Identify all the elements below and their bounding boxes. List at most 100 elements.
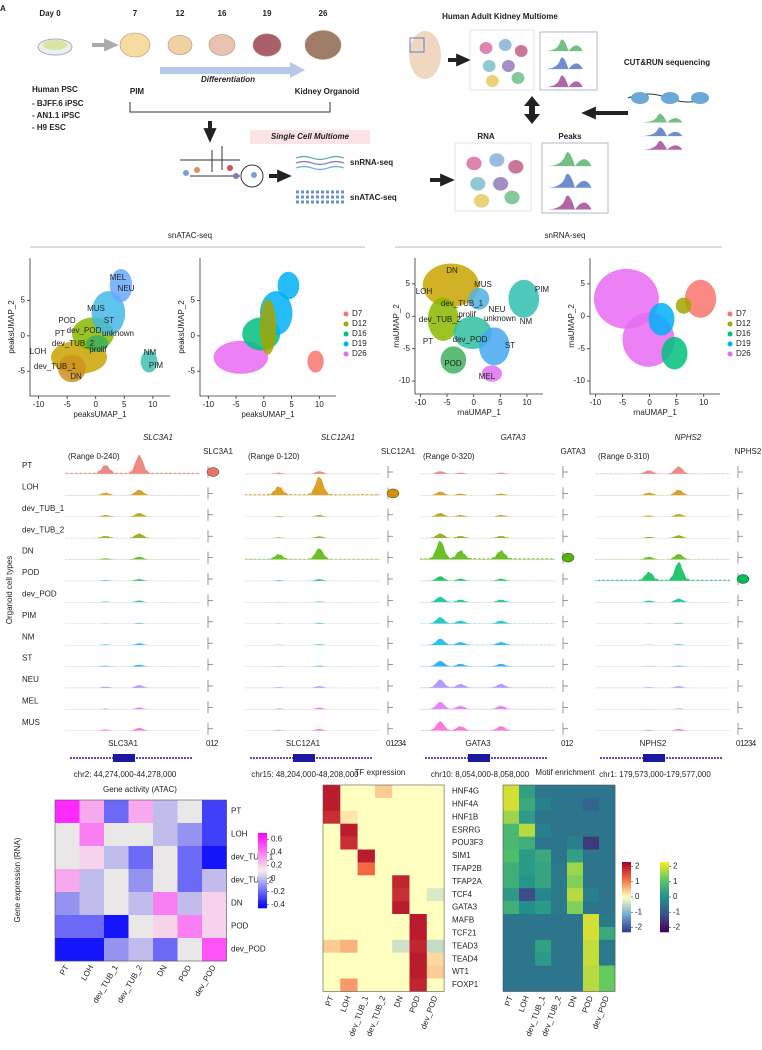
heatmap-cell [409, 939, 428, 953]
cell-type-label: dev_POD [22, 590, 57, 599]
gene-model-label: GATA3 [465, 739, 491, 748]
panel-label: A [0, 4, 6, 13]
coordinates: chr1: 179,573,000-179,577,000 [599, 770, 711, 779]
mini-peak [640, 141, 694, 150]
colorbar-swatch [660, 893, 669, 896]
colorbar-swatch [258, 894, 267, 898]
coverage-track [245, 471, 380, 474]
colorbar-swatch [622, 902, 631, 905]
heatmap-cell [323, 939, 341, 953]
colorbar-swatch [660, 926, 669, 929]
heatmap-cell [104, 846, 129, 870]
heatmap-cell [104, 892, 129, 916]
coverage-track [245, 686, 380, 688]
cluster-label: PT [55, 329, 65, 338]
cluster-label: NM [144, 348, 157, 357]
heatmap-cell [340, 952, 358, 966]
heatmap-cell [535, 785, 552, 799]
umap-cluster [684, 279, 717, 318]
mini-umap-cluster [508, 160, 524, 174]
heatmap-cell [426, 785, 445, 799]
column-label: LOH [339, 995, 353, 1014]
cluster-label: unknown [102, 329, 134, 338]
colorbar-label: -1 [635, 907, 643, 916]
heatmap-cell [551, 823, 568, 837]
heatmap-cell [519, 849, 536, 863]
colorbar-label: -0.2 [271, 887, 285, 896]
heatmap-cell [535, 862, 552, 876]
heatmap-cell [374, 797, 393, 812]
heatmap-cell [374, 888, 393, 902]
mini-umap-cluster [493, 177, 509, 191]
legend-swatch [727, 311, 733, 317]
row-label: dev_TUB_1 [231, 853, 274, 862]
coverage-track [420, 576, 555, 581]
heatmap-cell [202, 938, 227, 962]
colorbar-swatch [622, 870, 631, 873]
x-tick-label: 0 [647, 398, 652, 407]
heatmap-cell [551, 888, 568, 902]
colorbar-swatch [258, 855, 267, 858]
heatmap-cell [503, 926, 520, 941]
colorbar-label: 0.6 [271, 835, 283, 844]
colorbar-swatch [622, 916, 631, 919]
heatmap-cell [340, 901, 358, 915]
heatmap-cell [323, 978, 341, 992]
heatmap-cell [177, 869, 203, 893]
colorbar-swatch [660, 865, 669, 868]
heatmap-cell [599, 849, 616, 863]
heatmap-cell [519, 952, 536, 966]
cell-type-label: NEU [22, 675, 39, 684]
column-label: DN [566, 995, 578, 1009]
coverage-track [65, 600, 200, 603]
colorbar-swatch [258, 833, 267, 836]
gene-model-exon [113, 754, 135, 762]
violin-tick-labels: 01234 [386, 739, 407, 748]
heatmap-cell [323, 849, 341, 863]
nucleosome [631, 92, 649, 104]
x-axis-label: peaksUMAP_1 [73, 410, 127, 419]
legend-label: D7 [352, 309, 363, 318]
heatmap-cell [104, 869, 129, 893]
day-label: 12 [176, 9, 185, 18]
colorbar-swatch [622, 886, 631, 889]
legend-swatch [727, 321, 733, 327]
coverage-track [65, 685, 200, 688]
heatmap-cell [392, 797, 410, 812]
heatmap-cell [323, 862, 341, 876]
rna-strand [295, 160, 345, 166]
legend-label: D12 [352, 319, 367, 328]
coverage-track [65, 664, 200, 667]
heatmap-cell [535, 914, 552, 928]
pim-label: PIM [130, 87, 145, 96]
heatmap-cell [567, 939, 584, 953]
mini-umap-cluster [474, 194, 490, 208]
colorbar-swatch [258, 889, 267, 892]
heatmap-cell [357, 914, 376, 928]
heatmap-cell [153, 869, 178, 893]
heatmap-cell [374, 810, 393, 824]
row-label: TCF21 [452, 928, 477, 937]
colorbar-swatch [258, 844, 267, 847]
colorbar-swatch [660, 877, 669, 880]
heatmap-cell [374, 926, 393, 941]
heatmap-cell [426, 952, 445, 966]
gene-title: GATA3 [500, 433, 526, 442]
coordinates: chr10: 8,054,000-8,058,000 [431, 770, 530, 779]
heatmap-cell [503, 978, 520, 992]
day-label: 7 [133, 9, 138, 18]
colorbar-swatch [660, 863, 669, 866]
heatmap-cell [599, 862, 616, 876]
heatmap-frame [54, 799, 227, 962]
heatmap-cell [551, 862, 568, 876]
colorbar-swatch [660, 895, 669, 898]
heatmap-cell [426, 926, 445, 941]
heatmap-cell [357, 888, 376, 902]
coverage-track [245, 548, 380, 560]
heatmap-cell [202, 869, 227, 893]
heatmap-cell [392, 914, 410, 928]
row-label: GATA3 [452, 903, 478, 912]
colorbar-swatch [660, 862, 669, 865]
heatmap-cell [503, 823, 520, 837]
rna-strand [295, 155, 345, 161]
